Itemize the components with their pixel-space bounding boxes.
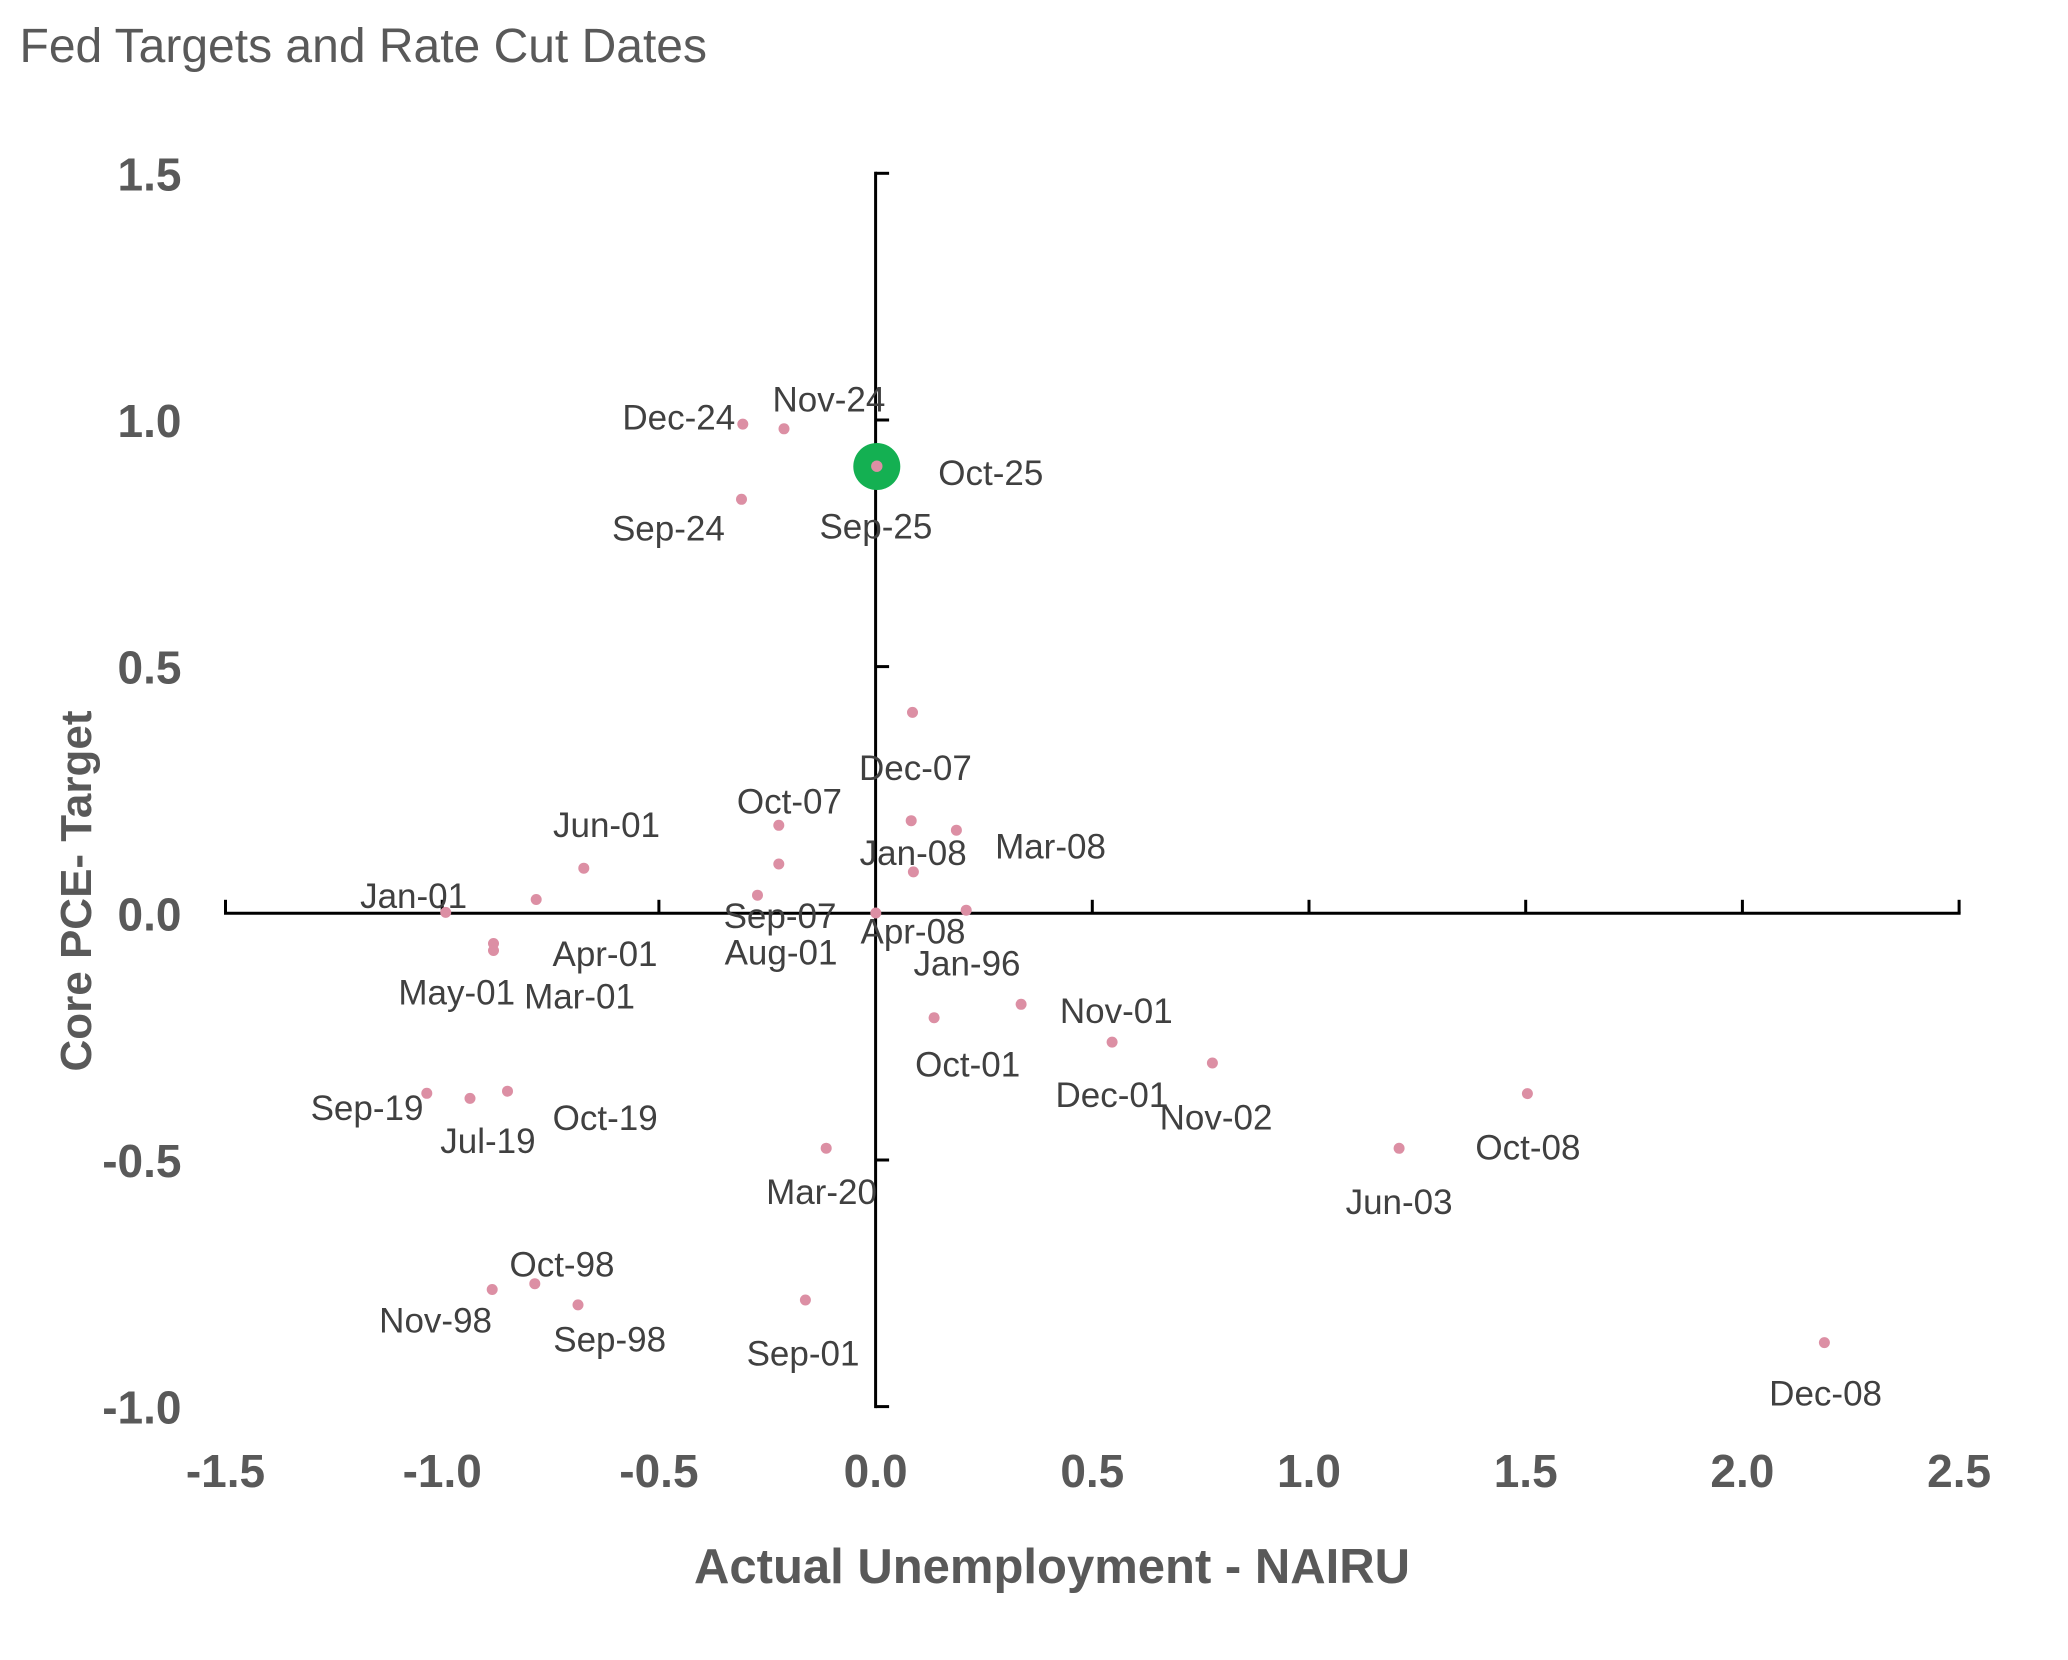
svg-text:Fed Targets and Rate Cut Dates: Fed Targets and Rate Cut Dates [20, 20, 708, 73]
svg-text:Sep-01: Sep-01 [747, 1334, 860, 1373]
svg-text:Oct-25: Oct-25 [938, 454, 1043, 493]
svg-text:Nov-02: Nov-02 [1160, 1098, 1273, 1137]
svg-text:0.5: 0.5 [1060, 1445, 1124, 1497]
svg-text:Dec-08: Dec-08 [1769, 1374, 1882, 1413]
svg-text:Core PCE- Target: Core PCE- Target [52, 710, 101, 1071]
svg-text:Apr-08: Apr-08 [860, 913, 965, 952]
svg-text:0.0: 0.0 [844, 1445, 908, 1497]
svg-text:Sep-24: Sep-24 [612, 509, 725, 548]
svg-text:Mar-01: Mar-01 [524, 978, 635, 1017]
svg-text:1.0: 1.0 [118, 395, 182, 447]
svg-text:-1.0: -1.0 [102, 1382, 181, 1434]
svg-text:Oct-07: Oct-07 [737, 783, 842, 822]
svg-text:-1.5: -1.5 [186, 1445, 265, 1497]
svg-text:Oct-98: Oct-98 [509, 1245, 614, 1284]
svg-text:Aug-01: Aug-01 [725, 933, 838, 972]
svg-text:Mar-08: Mar-08 [995, 827, 1106, 866]
svg-text:Jun-03: Jun-03 [1346, 1183, 1453, 1222]
svg-text:Nov-24: Nov-24 [772, 381, 885, 420]
svg-text:2.0: 2.0 [1710, 1445, 1774, 1497]
svg-text:Jan-96: Jan-96 [913, 944, 1020, 983]
svg-text:2.5: 2.5 [1927, 1445, 1991, 1497]
svg-text:1.5: 1.5 [118, 148, 182, 200]
svg-text:Jan-01: Jan-01 [360, 877, 467, 916]
svg-text:Apr-01: Apr-01 [552, 935, 657, 974]
svg-text:Actual Unemployment - NAIRU: Actual Unemployment - NAIRU [694, 1540, 1410, 1594]
svg-text:Oct-19: Oct-19 [553, 1099, 658, 1138]
svg-text:Jun-01: Jun-01 [553, 806, 660, 845]
svg-text:Oct-08: Oct-08 [1475, 1129, 1580, 1168]
svg-text:-1.0: -1.0 [403, 1445, 482, 1497]
svg-text:Jul-19: Jul-19 [440, 1122, 535, 1161]
svg-text:Dec-24: Dec-24 [622, 398, 735, 437]
svg-text:Jan-08: Jan-08 [860, 834, 967, 873]
svg-text:0.5: 0.5 [118, 642, 182, 694]
svg-text:Sep-25: Sep-25 [819, 508, 932, 547]
svg-text:Mar-20: Mar-20 [766, 1173, 877, 1212]
svg-text:Sep-07: Sep-07 [724, 897, 837, 936]
svg-text:-0.5: -0.5 [102, 1135, 181, 1187]
svg-text:Oct-01: Oct-01 [915, 1045, 1020, 1084]
svg-text:1.0: 1.0 [1277, 1445, 1341, 1497]
svg-text:Sep-19: Sep-19 [311, 1089, 424, 1128]
svg-text:Nov-98: Nov-98 [379, 1302, 492, 1341]
svg-text:1.5: 1.5 [1494, 1445, 1558, 1497]
svg-text:0.0: 0.0 [118, 888, 182, 940]
svg-text:Nov-01: Nov-01 [1060, 992, 1173, 1031]
svg-text:Dec-07: Dec-07 [859, 749, 972, 788]
svg-text:-0.5: -0.5 [619, 1445, 698, 1497]
svg-text:Dec-01: Dec-01 [1055, 1076, 1168, 1115]
svg-text:May-01: May-01 [398, 974, 515, 1013]
svg-text:Sep-98: Sep-98 [553, 1321, 666, 1360]
